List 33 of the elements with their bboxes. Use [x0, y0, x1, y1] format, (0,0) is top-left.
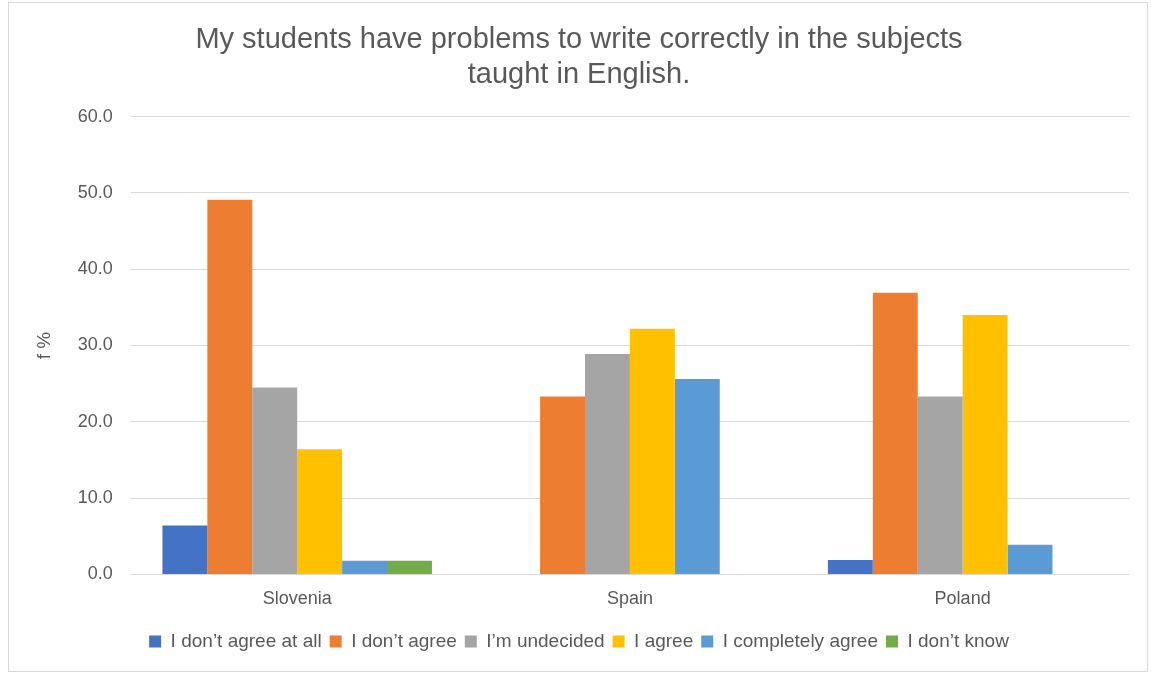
- y-tick-label: 50.0: [77, 181, 113, 202]
- y-tick-label: 0.0: [87, 563, 113, 584]
- bar: [827, 559, 873, 574]
- bar: [629, 328, 675, 574]
- y-tick-label: 30.0: [77, 334, 113, 355]
- bar: [1007, 544, 1053, 574]
- chart-title: My students have problems to write correctly in the subjects taught in English.: [195, 22, 963, 90]
- legend-label: I completely agree: [722, 629, 878, 651]
- legend-label: I don’t agree: [351, 629, 457, 651]
- bar: [387, 560, 432, 574]
- bar: [342, 560, 388, 574]
- bar: [872, 292, 918, 574]
- x-tick-label: Spain: [606, 588, 653, 609]
- bar: [297, 449, 343, 574]
- bar: [962, 314, 1008, 574]
- y-axis-title: f %: [32, 331, 54, 360]
- y-tick-label: 60.0: [77, 105, 113, 126]
- bar: [252, 387, 298, 574]
- y-tick-label: 20.0: [77, 410, 113, 431]
- y-tick-label: 10.0: [77, 487, 113, 508]
- legend-label: I agree: [634, 629, 694, 651]
- bar: [674, 379, 720, 574]
- bar: [162, 525, 208, 574]
- legend-label: I don’t agree at all: [170, 629, 322, 651]
- bar: [207, 199, 253, 574]
- bar: [917, 396, 963, 574]
- x-tick-label: Poland: [934, 588, 991, 609]
- y-tick-label: 40.0: [77, 258, 113, 279]
- legend-label: I’m undecided: [486, 629, 605, 651]
- bar: [540, 396, 585, 574]
- x-tick-label: Slovenia: [262, 588, 333, 609]
- bar: [585, 353, 630, 574]
- legend-label: I don’t know: [907, 629, 1010, 651]
